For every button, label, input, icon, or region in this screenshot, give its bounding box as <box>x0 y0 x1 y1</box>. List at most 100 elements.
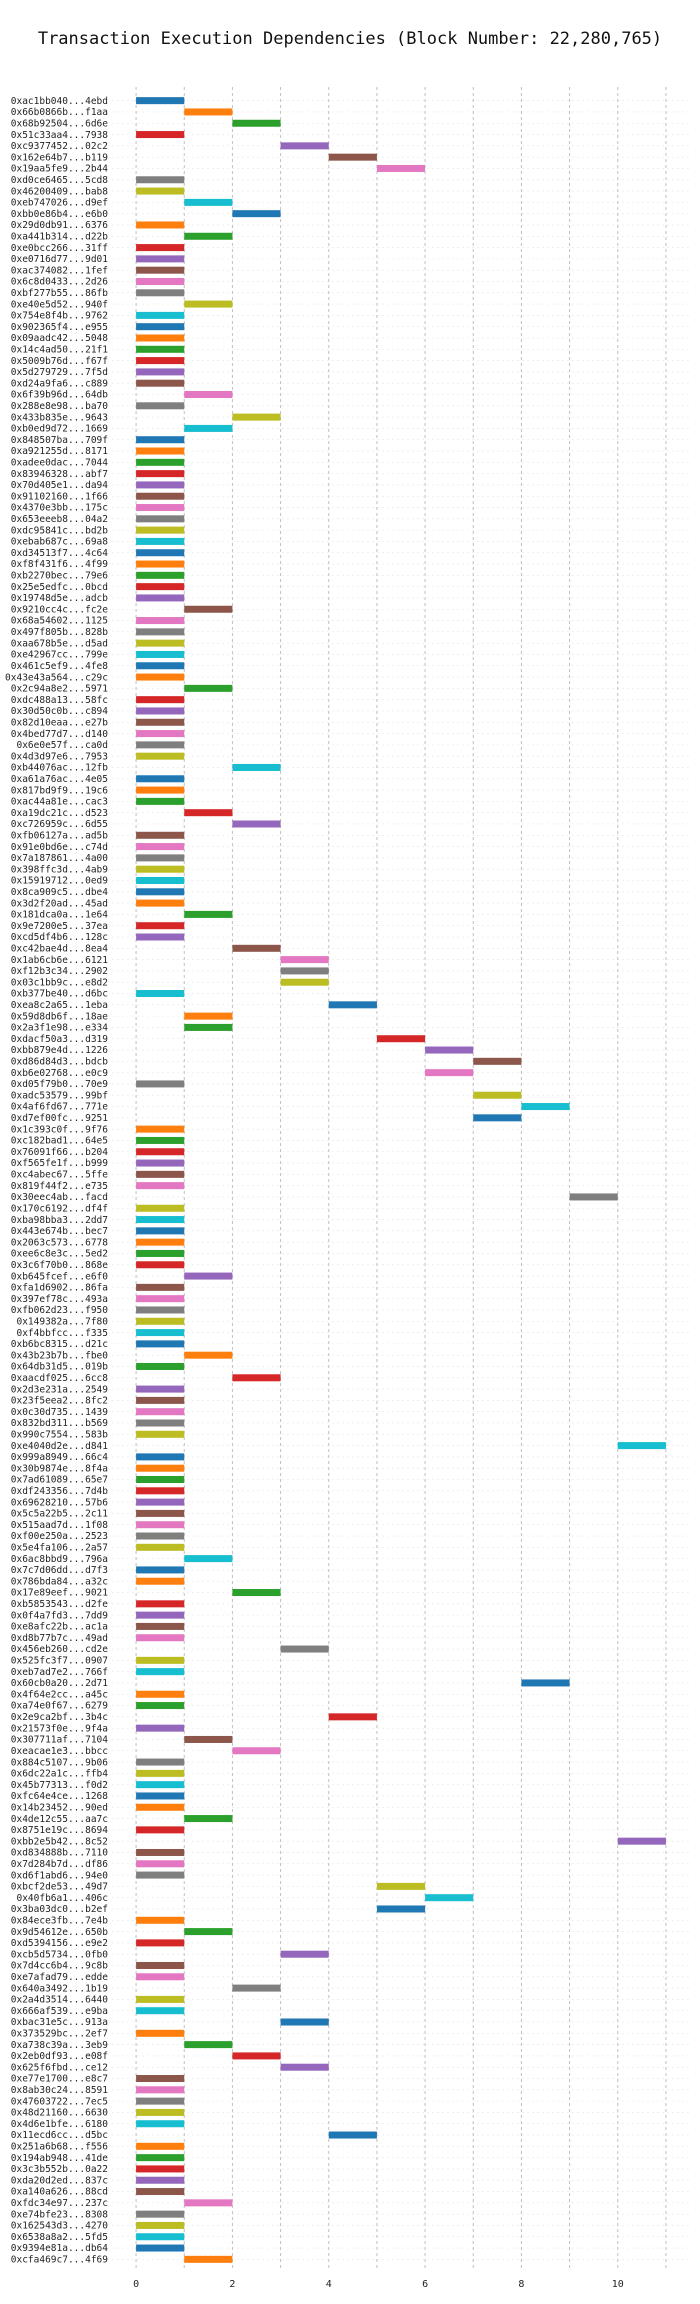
transaction-label: 0xbb0e86b4...e6b0 <box>11 209 109 220</box>
transaction-bar <box>136 1622 185 1630</box>
transaction-bar <box>184 1555 233 1563</box>
transaction-bar <box>136 2165 185 2173</box>
transaction-bar <box>136 1498 185 1506</box>
transaction-bar <box>136 1611 185 1619</box>
transaction-label: 0x70d405e1...da94 <box>11 480 109 491</box>
transaction-label: 0xe7afad79...edde <box>11 1972 109 1983</box>
transaction-label: 0xd6f1abd6...94e0 <box>11 1870 109 1881</box>
transaction-bar <box>232 1374 281 1382</box>
transaction-bar <box>136 1973 185 1981</box>
transaction-bar <box>136 244 185 252</box>
transaction-bar <box>136 526 185 534</box>
transaction-label: 0x443e674b...bec7 <box>11 1226 108 1237</box>
transaction-label: 0x170c6192...df4f <box>11 1203 108 1214</box>
transaction-bar <box>184 1815 233 1823</box>
transaction-label: 0xcfa469c7...4f69 <box>11 2255 109 2266</box>
transaction-bar <box>136 1396 185 1404</box>
transaction-label: 0xd834888b...7110 <box>11 1848 109 1859</box>
vertical-gridlines <box>135 87 667 2269</box>
transaction-label: 0x819f44f2...e735 <box>11 1181 108 1192</box>
x-tick-label: 4 <box>326 2279 332 2290</box>
transaction-label: 0xb5853543...d2fe <box>11 1599 109 1610</box>
transaction-bar <box>136 1871 185 1879</box>
transaction-bar <box>136 650 185 658</box>
transaction-label: 0x68b92504...6d6e <box>11 118 109 129</box>
transaction-label: 0x666af539...e9ba <box>11 2006 108 2017</box>
transaction-bar <box>136 1758 185 1766</box>
transaction-label: 0x6ac8bbd9...796a <box>11 1554 108 1565</box>
transaction-bar <box>184 198 233 206</box>
transaction-bar <box>136 2154 185 2162</box>
transaction-label: 0xaa678b5e...d5ad <box>11 638 108 649</box>
transaction-label: 0x40fb6a1...406c <box>16 1893 108 1904</box>
transaction-bar <box>136 899 185 907</box>
transaction-label: 0x84ece3fb...7e4b <box>11 1915 109 1926</box>
transaction-label: 0x91102160...1f66 <box>11 491 109 502</box>
transaction-label: 0xa441b314...d22b <box>11 231 109 242</box>
transaction-bar <box>136 2029 185 2037</box>
transaction-bar <box>136 1249 185 1257</box>
transaction-bar <box>136 1781 185 1789</box>
transaction-label: 0xc42bae4d...8ea4 <box>11 944 109 955</box>
transaction-bar <box>280 967 329 975</box>
transaction-label: 0x525fc3f7...0907 <box>11 1656 108 1667</box>
transaction-bar <box>136 662 185 670</box>
x-tick-label: 8 <box>518 2279 524 2290</box>
transaction-label: 0x149382a...7f80 <box>16 1316 108 1327</box>
transaction-label: 0x4f64e2cc...a45c <box>11 1689 108 1700</box>
transaction-bar <box>136 730 185 738</box>
transaction-bar <box>136 1916 185 1924</box>
transaction-bar <box>184 1351 233 1359</box>
transaction-bar <box>136 1182 185 1190</box>
transaction-bar <box>136 1702 185 1710</box>
transaction-label: 0x2a3f1e98...e334 <box>11 1023 109 1034</box>
transaction-bar <box>136 1848 185 1856</box>
transaction-bar <box>136 707 185 715</box>
transaction-label: 0x2a4d3514...6440 <box>11 1995 109 2006</box>
transaction-label: 0x497f805b...828b <box>11 627 109 638</box>
transaction-label: 0xa74e0f67...6279 <box>11 1701 109 1712</box>
x-tick-label: 6 <box>422 2279 428 2290</box>
transaction-label: 0xe77e1700...e8c7 <box>11 2074 108 2085</box>
transaction-bar <box>136 368 185 376</box>
transaction-label: 0x5d279729...7f5d <box>11 367 108 378</box>
transaction-label: 0xbb2e5b42...8c52 <box>11 1836 108 1847</box>
transaction-bar <box>184 1272 233 1280</box>
transaction-label: 0x25e5edfc...0bcd <box>11 582 108 593</box>
transaction-label: 0x461c5ef9...4fe8 <box>11 661 109 672</box>
transaction-label: 0x68a54602...1125 <box>11 616 108 627</box>
transaction-bar <box>136 1283 185 1291</box>
transaction-label: 0xb6e02768...e0c9 <box>11 1068 109 1079</box>
transaction-bar <box>136 1521 185 1529</box>
transaction-label: 0x990c7554...583b <box>11 1429 109 1440</box>
transaction-bar <box>136 289 185 297</box>
transaction-bar <box>136 718 185 726</box>
transaction-bar <box>136 888 185 896</box>
transaction-label: 0xe42967cc...799e <box>11 650 109 661</box>
transaction-bar <box>136 458 185 466</box>
transaction-bar <box>136 1509 185 1517</box>
transaction-label: 0x6538a8a2...5fd5 <box>11 2232 108 2243</box>
transaction-label: 0xa921255d...8171 <box>11 446 109 457</box>
transaction-bar <box>569 1193 618 1201</box>
transaction-label: 0xd34513f7...4c64 <box>11 548 109 559</box>
transaction-label: 0x832bd311...b569 <box>11 1418 109 1429</box>
transaction-label: 0xd86d84d3...bdcb <box>11 1057 109 1068</box>
transaction-bar <box>136 447 185 455</box>
transaction-label: 0x29d0db91...6376 <box>11 220 109 231</box>
transaction-label: 0xadc53579...99bf <box>11 1090 108 1101</box>
transaction-bar <box>425 1046 474 1054</box>
transaction-label: 0xa19dc21c...d523 <box>11 808 108 819</box>
transaction-bar <box>280 956 329 964</box>
transaction-bar <box>136 560 185 568</box>
transaction-label: 0xe0716d77...9d01 <box>11 254 109 265</box>
transaction-label: 0xcd5df4b6...128c <box>11 932 108 943</box>
transaction-bar <box>136 696 185 704</box>
transaction-label: 0x19aa5fe9...2b44 <box>11 164 109 175</box>
transaction-bar <box>184 424 233 432</box>
transaction-label: 0xa738c39a...3eb9 <box>11 2040 109 2051</box>
transaction-label: 0xdf243356...7d4b <box>11 1486 109 1497</box>
transaction-label: 0xf4bbfcc...f335 <box>16 1328 108 1339</box>
transaction-label: 0x786bda84...a32c <box>11 1576 108 1587</box>
transaction-bar <box>425 1069 474 1077</box>
